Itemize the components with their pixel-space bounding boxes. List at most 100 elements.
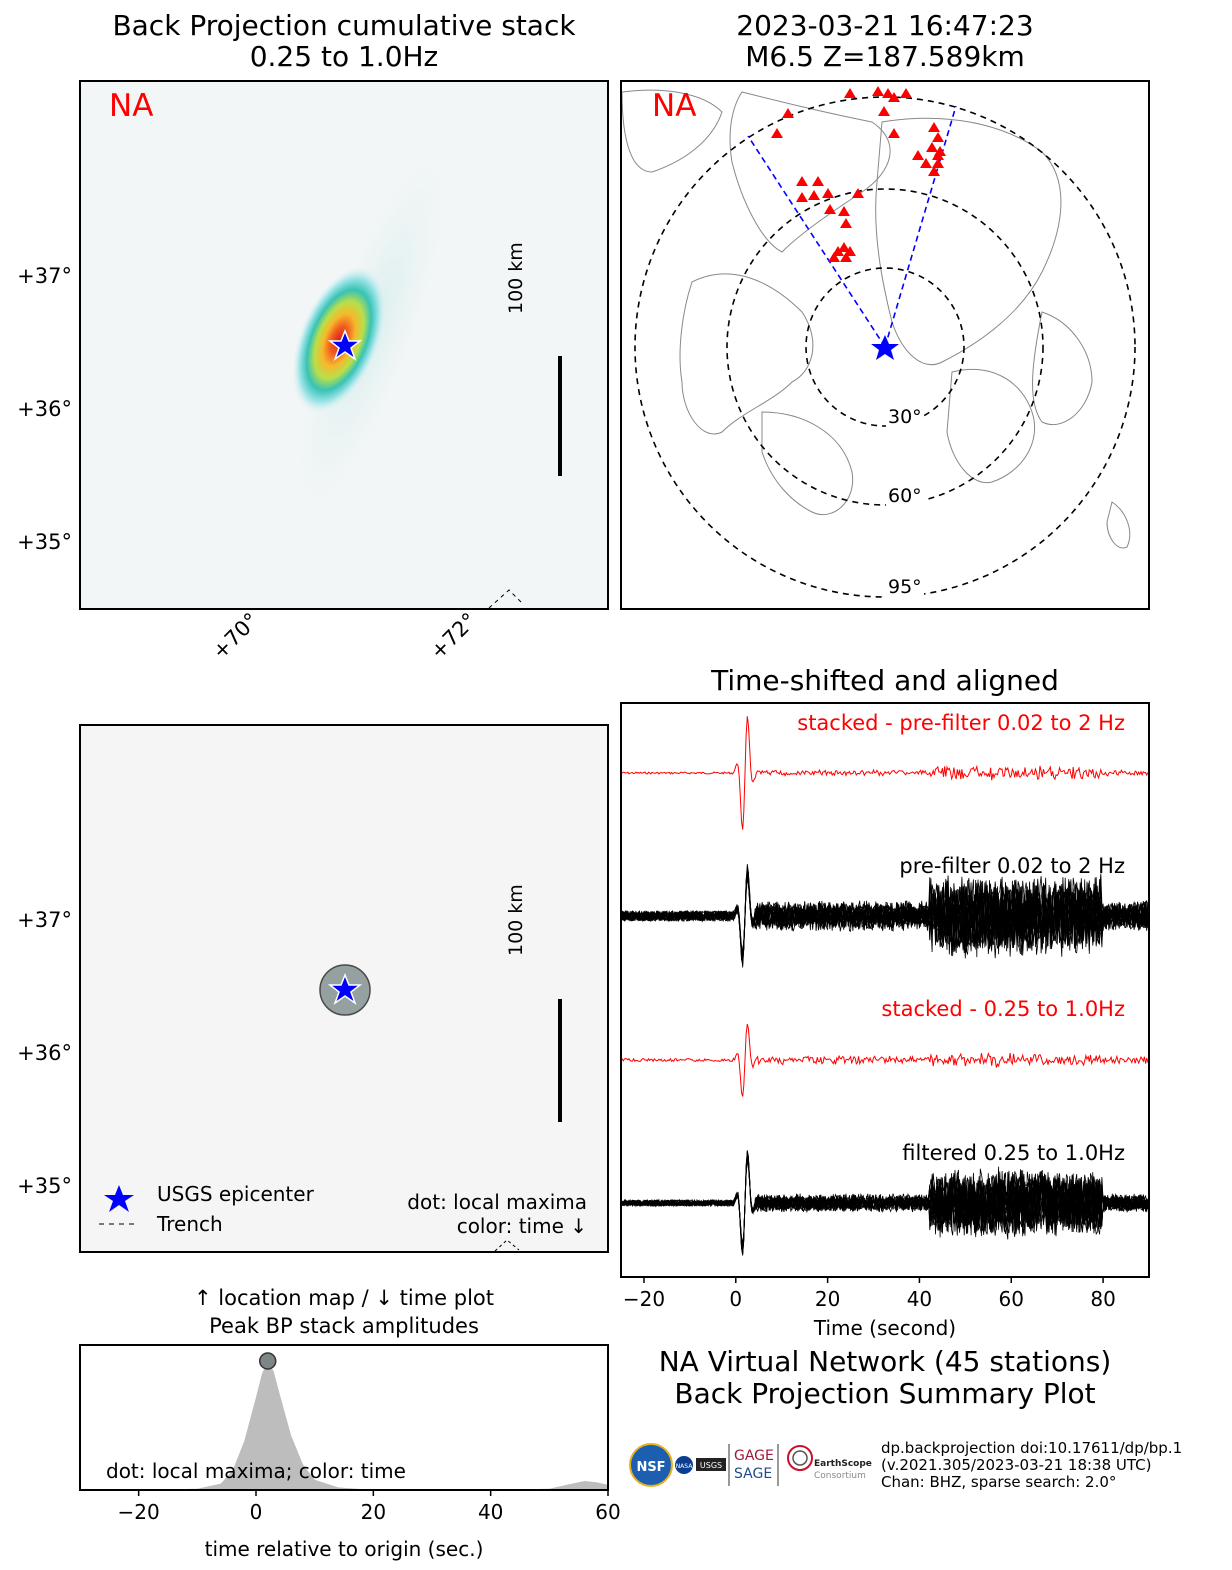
wave-x-tick-label: 60 [999, 1287, 1024, 1311]
local-maxima-svg [99, 964, 562, 1251]
waveform-chart: stacked - pre-filter 0.02 to 2 Hz pre-fi… [620, 702, 1150, 1340]
peak-amplitude-frame [79, 1344, 609, 1491]
logo-strip: NSF NASA USGS GAGE SAGE EarthScope Conso… [628, 1440, 878, 1490]
backprojection-heatmap [273, 105, 562, 608]
ring-30 [805, 267, 965, 427]
scale-label: 100 km [505, 242, 527, 314]
aperture-left [747, 135, 886, 348]
footer-doi: dp.backprojection doi:10.17611/dp/bp.1 [881, 1439, 1183, 1457]
peak-x-tick-label: 40 [478, 1500, 503, 1524]
map-note: dot: local maxima color: time ↓ [407, 1190, 587, 1238]
peak-x-tick-label: −20 [118, 1500, 160, 1524]
trace-stacked-prefilter [620, 716, 1150, 830]
nsf-logo-icon [629, 1443, 673, 1487]
event-title: 2023-03-21 16:47:23 M6.5 Z=187.589km [621, 10, 1149, 72]
peak-x-tick-label: 20 [361, 1500, 386, 1524]
station-map-svg [622, 86, 1136, 598]
legend-trench: Trench [157, 1212, 223, 1236]
peak-maximum-dot [258, 1352, 277, 1370]
usgs-logo-icon [696, 1458, 726, 1471]
backprojection-title-line1: Back Projection cumulative stack [112, 9, 576, 42]
waveform-label-filtered: filtered 0.25 to 1.0Hz [902, 1141, 1125, 1165]
peak-amplitude-caption-line2: Peak BP stack amplitudes [209, 1314, 479, 1338]
stack-peak-region [291, 266, 387, 414]
footer-info: dp.backprojection doi:10.17611/dp/bp.1 (… [881, 1440, 1232, 1491]
waveform-label-stacked-filtered: stacked - 0.25 to 1.0Hz [881, 997, 1125, 1021]
footer-version: (v.2021.305/2023-03-21 18:38 UTC) [881, 1456, 1152, 1474]
earthscope-logo-icon [787, 1445, 813, 1471]
lon-label-72: +72° [425, 608, 482, 664]
waveform-label-prefilter: pre-filter 0.02 to 2 Hz [899, 854, 1125, 878]
event-magnitude-depth: M6.5 Z=187.589km [745, 40, 1025, 73]
backprojection-title: Back Projection cumulative stack 0.25 to… [80, 10, 608, 72]
lat-label-37: +37° [17, 264, 72, 288]
peak-amplitude-annotation: dot: local maxima; color: time [106, 1459, 406, 1483]
array-aperture [747, 105, 957, 348]
trench-line-local [494, 1239, 520, 1251]
local-maxima-map[interactable]: 100 km USGS epicenter Trench dot: local … [79, 724, 609, 1253]
ring-label-30: 30° [886, 406, 924, 428]
consortium-logo-text: Consortium [814, 1471, 866, 1481]
peak-amplitude-caption-line1: ↑ location map / ↓ time plot [194, 1286, 494, 1310]
sage-logo-text: SAGE [734, 1466, 772, 1482]
wave-x-tick-label: −20 [623, 1287, 665, 1311]
lat-label-37-local: +37° [17, 908, 72, 932]
epicenter-star [327, 328, 363, 361]
summary-title: NA Virtual Network (45 stations) Back Pr… [621, 1346, 1149, 1410]
peak-amplitude-caption: ↑ location map / ↓ time plot Peak BP sta… [80, 1284, 608, 1340]
epicenter-star-local [327, 972, 363, 1005]
network-label: NA [109, 88, 154, 124]
aperture-right [884, 105, 957, 348]
lat-label-35-local: +35° [17, 1174, 72, 1198]
epicenter-star-global [871, 335, 899, 360]
wave-x-tick-label: 20 [815, 1287, 840, 1311]
waveform-xlabel: Time (second) [813, 1316, 956, 1340]
lon-label-70: +70° [207, 608, 264, 664]
nasa-logo-text: NASA [676, 1463, 694, 1470]
logos-svg: NSF NASA USGS GAGE SAGE EarthScope Conso… [629, 1443, 872, 1487]
waveform-label-stacked-prefilter: stacked - pre-filter 0.02 to 2 Hz [797, 711, 1125, 735]
map-note-line2: color: time ↓ [456, 1214, 587, 1238]
stations [771, 86, 946, 262]
waveform-x-ticks: −20 0 20 40 60 80 [623, 1277, 1116, 1311]
summary-title-line2: Back Projection Summary Plot [674, 1377, 1096, 1410]
station-map[interactable]: NA 30° 60° 95° [620, 80, 1150, 610]
wave-x-tick-label: 0 [729, 1287, 742, 1311]
ring-label-60: 60° [886, 485, 924, 507]
waveform-frame [620, 702, 1150, 1278]
map-note-line1: dot: local maxima [407, 1190, 587, 1214]
footer-channel: Chan: BHZ, sparse search: 2.0° [881, 1473, 1117, 1491]
peak-amplitude-xlabel: time relative to origin (sec.) [205, 1537, 484, 1561]
scale-label-local: 100 km [505, 884, 527, 956]
scale-bar-local [558, 999, 562, 1122]
peak-amplitude-x-ticks: −20 0 20 40 60 [118, 1490, 621, 1524]
lat-label-35: +35° [17, 530, 72, 554]
nasa-logo-icon [675, 1456, 693, 1474]
earthscope-logo-text: EarthScope [814, 1459, 872, 1469]
lat-label-36: +36° [17, 397, 72, 421]
coastlines [622, 89, 1131, 549]
legend-star-icon [104, 1185, 134, 1212]
summary-title-line1: NA Virtual Network (45 stations) [658, 1345, 1112, 1378]
waveform-traces [620, 716, 1150, 1256]
peak-amplitude-plot [80, 1352, 608, 1490]
scale-bar [558, 356, 562, 476]
backprojection-map[interactable]: NA 100 km [79, 80, 609, 610]
peak-x-tick-label: 60 [595, 1500, 620, 1524]
backprojection-title-line2: 0.25 to 1.0Hz [249, 40, 439, 73]
trace-prefilter [620, 876, 1150, 956]
ring-label-95: 95° [886, 576, 924, 598]
wave-x-tick-label: 40 [907, 1287, 932, 1311]
event-datetime: 2023-03-21 16:47:23 [736, 9, 1034, 42]
peak-amplitude-chart: −20 0 20 40 60 dot: local maxima; color: tim… [79, 1344, 621, 1561]
nsf-logo-text: NSF [636, 1460, 665, 1475]
ring-60 [726, 188, 1044, 506]
wave-x-tick-label: 80 [1090, 1287, 1115, 1311]
trace-stacked-filtered [620, 1023, 1150, 1097]
legend-epicenter: USGS epicenter [157, 1182, 314, 1206]
waveform-title: Time-shifted and aligned [711, 664, 1059, 697]
trace-filtered [620, 1161, 1150, 1244]
peak-x-tick-label: 0 [250, 1500, 263, 1524]
gage-logo-text: GAGE [734, 1448, 774, 1464]
usgs-logo-text: USGS [700, 1461, 722, 1470]
